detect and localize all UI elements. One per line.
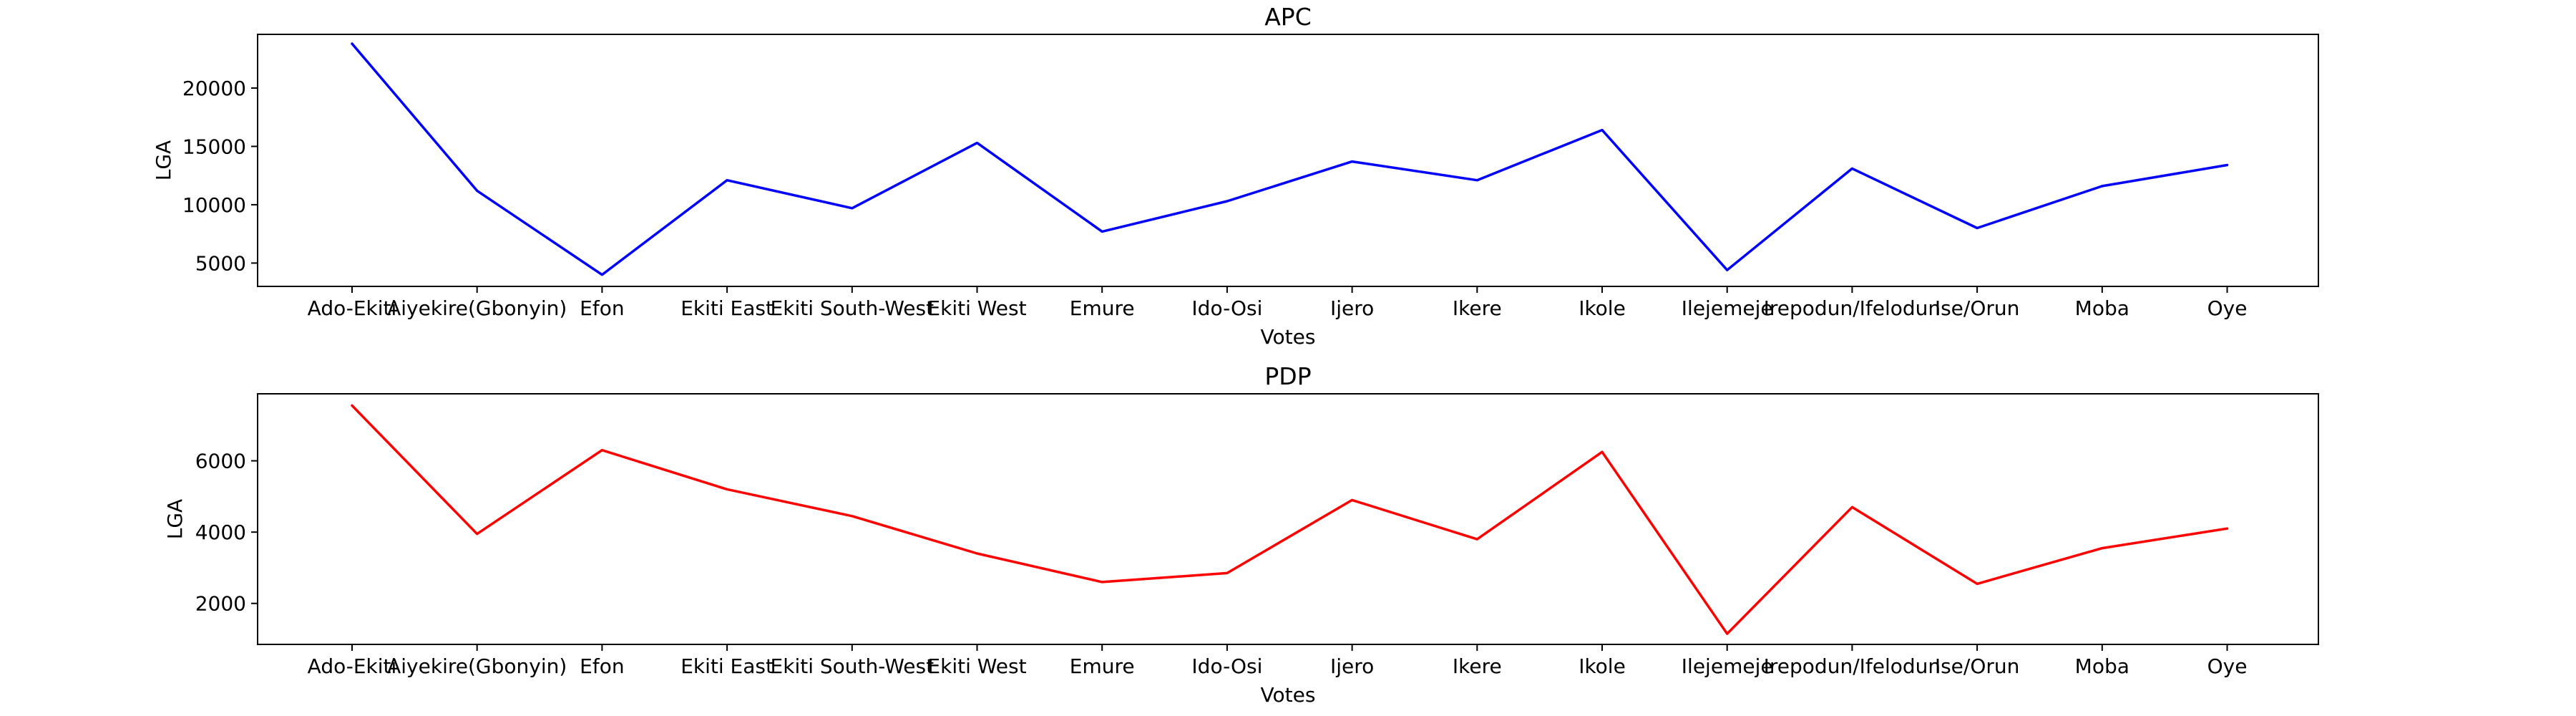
y-tick-label: 10000 <box>182 193 246 217</box>
x-tick-label: Ido-Osi <box>1191 296 1262 320</box>
x-tick-label: Oye <box>2207 296 2248 320</box>
x-tick-label: Ikere <box>1453 296 1502 320</box>
x-tick-label: Ikole <box>1579 654 1626 678</box>
x-tick-label: Ise/Orun <box>1935 654 2020 678</box>
x-tick-label: Moba <box>2075 654 2129 678</box>
y-axis-label: LGA <box>163 499 187 539</box>
pdp-chart: PDP Votes LGA 2000 4000 6000 Ado-EkitiAiyek… <box>163 362 2319 707</box>
x-tick-label: Ijero <box>1330 654 1374 678</box>
x-tick-label: Ikere <box>1453 654 1502 678</box>
x-tick-label: Aiyekire(Gbonyin) <box>387 654 567 678</box>
x-tick-label: Ekiti South-West <box>771 654 935 678</box>
x-tick-label: Aiyekire(Gbonyin) <box>387 296 567 320</box>
tick-group: 5000 10000 15000 20000 Ado-EkitiAiyekire(Gbo… <box>182 77 2248 320</box>
x-tick-label: Ekiti West <box>927 296 1026 320</box>
x-tick-label: Efon <box>580 654 624 678</box>
plot-frame <box>257 393 2319 645</box>
y-tick-label: 2000 <box>195 592 246 616</box>
x-tick-label: Ikole <box>1579 296 1626 320</box>
x-tick-label: Ekiti West <box>927 654 1026 678</box>
x-tick-label: Efon <box>580 296 624 320</box>
x-tick-label: Ilejemeje <box>1682 654 1773 678</box>
plot-frame <box>257 34 2319 287</box>
x-tick-label: Emure <box>1070 296 1135 320</box>
x-tick-label: Oye <box>2207 654 2248 678</box>
x-tick-label: Irepodun/Ifelodun <box>1764 654 1941 678</box>
y-axis-label: LGA <box>152 140 175 180</box>
x-tick-label: Emure <box>1070 654 1135 678</box>
pdp-series-line <box>351 404 2229 635</box>
x-tick-label: Irepodun/Ifelodun <box>1764 296 1941 320</box>
y-tick-label: 15000 <box>182 135 246 158</box>
y-tick-label: 4000 <box>195 521 246 544</box>
x-tick-label: Ilejemeje <box>1682 296 1773 320</box>
apc-series-line <box>351 42 2229 276</box>
x-tick-label: Ijero <box>1330 296 1374 320</box>
y-tick-label: 5000 <box>195 251 246 275</box>
x-tick-label: Ido-Osi <box>1191 654 1262 678</box>
x-tick-label: Ekiti South-West <box>771 296 935 320</box>
x-tick-label: Ekiti East <box>680 296 774 320</box>
x-axis-label: Votes <box>1261 325 1316 349</box>
chart-title: PDP <box>1264 362 1311 390</box>
y-tick-label: 6000 <box>195 450 246 473</box>
y-tick-label: 20000 <box>182 77 246 100</box>
x-tick-label: Ado-Ekiti <box>308 654 397 678</box>
x-tick-label: Moba <box>2075 296 2129 320</box>
x-tick-label: Ado-Ekiti <box>308 296 397 320</box>
x-axis-label: Votes <box>1261 683 1316 707</box>
chart-title: APC <box>1264 3 1312 31</box>
x-tick-label: Ekiti East <box>680 654 774 678</box>
apc-chart: APC Votes LGA 5000 10000 15000 20000 Ado-Eki… <box>152 3 2319 349</box>
x-tick-label: Ise/Orun <box>1935 296 2020 320</box>
